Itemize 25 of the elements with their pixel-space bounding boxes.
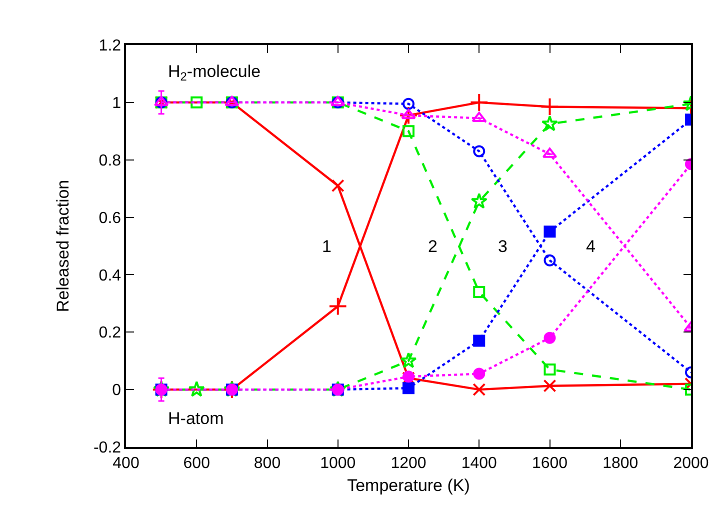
annotation: 2 — [428, 237, 438, 256]
y-tick-label: 0.6 — [98, 210, 122, 227]
x-tick-label: 800 — [254, 454, 281, 472]
y-tick-label: 0.4 — [98, 267, 122, 284]
x-tick-label: 1600 — [532, 454, 568, 472]
annotation: H$_{2}$-molecule — [168, 62, 261, 84]
x-axis-title: Temperature (K) — [347, 476, 470, 495]
x-tick-label: 1800 — [602, 454, 638, 472]
y-tick-label: 1 — [112, 95, 122, 112]
x-tick-label: 600 — [183, 454, 210, 472]
y-tick-label: 1.2 — [98, 38, 122, 55]
x-tick-label: 1000 — [320, 454, 356, 472]
annotation: H-atom — [168, 409, 224, 428]
y-tick-label: 0.2 — [98, 324, 122, 342]
annotation: 3 — [498, 237, 508, 256]
annotation: 4 — [586, 237, 596, 256]
x-tick-label: 1200 — [390, 454, 426, 472]
x-tick-label: 400 — [112, 454, 140, 472]
x-tick-label: 1400 — [461, 454, 498, 472]
x-tick-label: 2000 — [673, 454, 709, 472]
y-tick-label: 0.8 — [98, 152, 122, 170]
annotation: 1 — [322, 237, 332, 256]
y-axis-title: Released fraction — [54, 180, 73, 312]
y-tick-label: 0 — [112, 382, 122, 400]
y-tick-label: -0.2 — [93, 440, 122, 457]
